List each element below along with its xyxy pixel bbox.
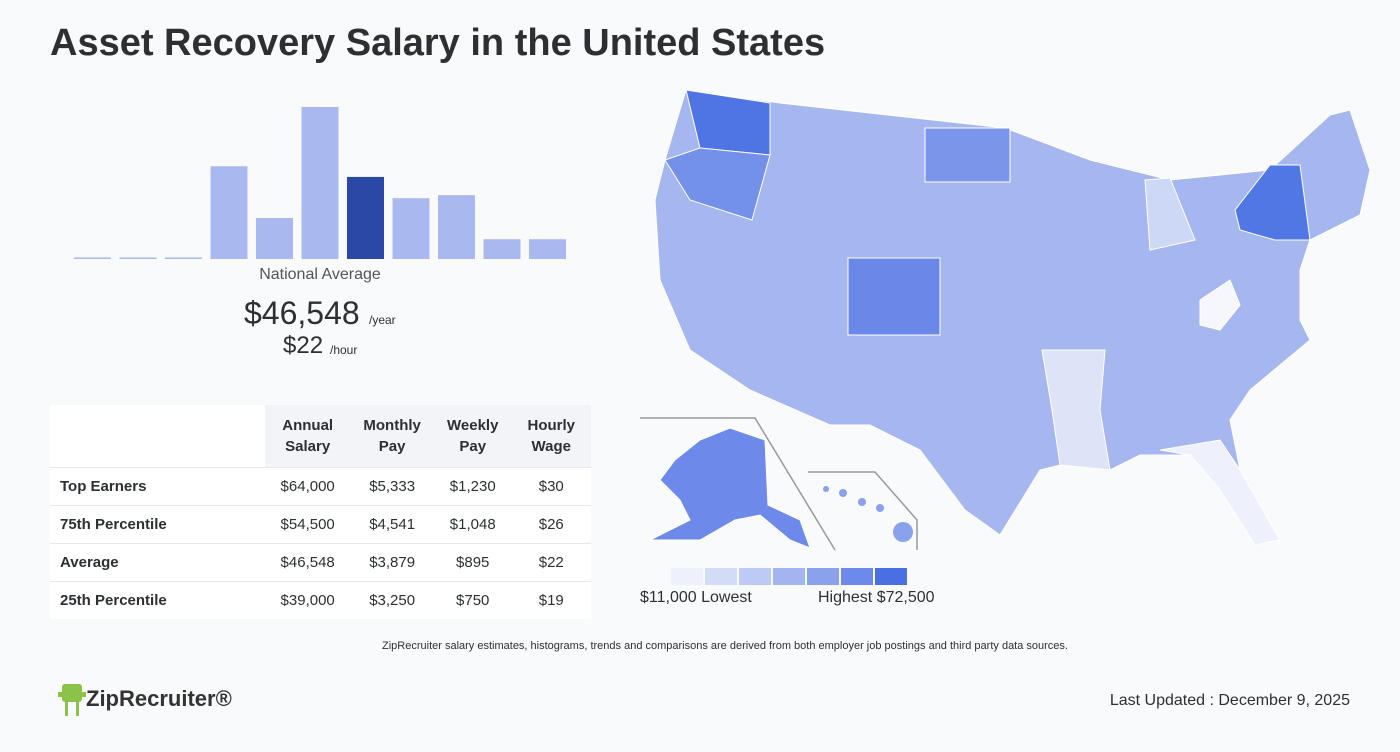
histogram-bar	[347, 176, 384, 259]
inset-border	[640, 417, 836, 551]
legend-swatch	[773, 568, 805, 585]
header-blank	[50, 405, 265, 468]
salary-table: Annual Salary Monthly Pay Weekly Pay Hourly…	[50, 405, 591, 619]
table-cell: $4,541	[350, 505, 434, 544]
map-state	[1199, 279, 1241, 331]
histogram-bar	[438, 195, 475, 259]
histogram-bar	[74, 257, 111, 259]
histogram-bar	[210, 166, 248, 259]
page-title: Asset Recovery Salary in the United Stat…	[50, 22, 826, 64]
hourly-unit: /hour	[330, 343, 358, 357]
table-cell: $750	[433, 581, 512, 619]
histogram-bar	[529, 239, 566, 259]
table-row: 25th Percentile $39,000 $3,250 $750 $19	[50, 581, 591, 619]
table-cell: $30	[511, 467, 591, 506]
annual-unit: /year	[369, 313, 396, 327]
inset-border	[808, 471, 918, 550]
histogram-bar	[165, 257, 202, 259]
us-map	[640, 89, 1371, 551]
table-row: Average $46,548 $3,879 $895 $22	[50, 543, 591, 582]
legend-swatch	[739, 568, 771, 585]
histogram-bar	[256, 217, 293, 259]
column-header: Weekly Pay	[433, 405, 512, 468]
last-updated: Last Updated : December 9, 2025	[1109, 692, 1350, 709]
column-header: Monthly Pay	[350, 405, 434, 468]
map-state	[664, 147, 771, 221]
hourly-average: $22	[283, 332, 324, 359]
table-cell: $3,250	[350, 581, 434, 619]
table-cell: $39,000	[265, 581, 351, 619]
map-hawaii	[823, 486, 913, 542]
map-state	[924, 127, 1011, 183]
table-cell: $19	[511, 581, 591, 619]
table-cell: $3,879	[350, 543, 434, 582]
disclaimer: ZipRecruiter salary estimates, histogram…	[382, 640, 1068, 652]
logo-text: ZipRecruiter®	[86, 686, 232, 711]
table-cell: $1,048	[433, 505, 512, 544]
logo-icon	[58, 684, 86, 716]
map-state	[1041, 349, 1111, 471]
map-alaska	[649, 427, 811, 549]
table-row: 75th Percentile $54,500 $4,541 $1,048 $26	[50, 505, 591, 544]
column-header: Hourly Wage	[511, 405, 591, 468]
table-row: Top Earners $64,000 $5,333 $1,230 $30	[50, 467, 591, 506]
row-label: Average	[50, 543, 265, 582]
map-state	[1144, 177, 1196, 251]
table-cell: $895	[433, 543, 512, 582]
histogram-bar	[483, 239, 521, 259]
legend-swatch	[671, 568, 703, 585]
legend-swatch	[841, 568, 873, 585]
histogram-bar	[392, 198, 430, 259]
table-header: Annual Salary Monthly Pay Weekly Pay Hourly…	[50, 405, 591, 468]
annual-average: $46,548	[244, 295, 360, 331]
table-cell: $5,333	[350, 467, 434, 506]
row-label: 25th Percentile	[50, 581, 265, 619]
average-label: National Average	[259, 266, 381, 283]
legend-swatch	[875, 568, 907, 585]
column-header: Annual Salary	[265, 405, 351, 468]
map-state	[847, 257, 941, 336]
table-cell: $26	[511, 505, 591, 544]
table-cell: $1,230	[433, 467, 512, 506]
map-state	[1234, 164, 1311, 241]
histogram-bar	[119, 257, 157, 259]
table-cell: $46,548	[265, 543, 351, 582]
table-cell: $54,500	[265, 505, 351, 544]
row-label: Top Earners	[50, 467, 265, 506]
legend-high: Highest $72,500	[818, 589, 935, 606]
table-cell: $64,000	[265, 467, 351, 506]
map-state	[1159, 439, 1281, 546]
legend-low: $11,000 Lowest	[640, 589, 752, 606]
legend-swatch	[705, 568, 737, 585]
histogram-bar	[301, 107, 339, 259]
legend-swatch	[807, 568, 839, 585]
table-cell: $22	[511, 543, 591, 582]
row-label: 75th Percentile	[50, 505, 265, 544]
